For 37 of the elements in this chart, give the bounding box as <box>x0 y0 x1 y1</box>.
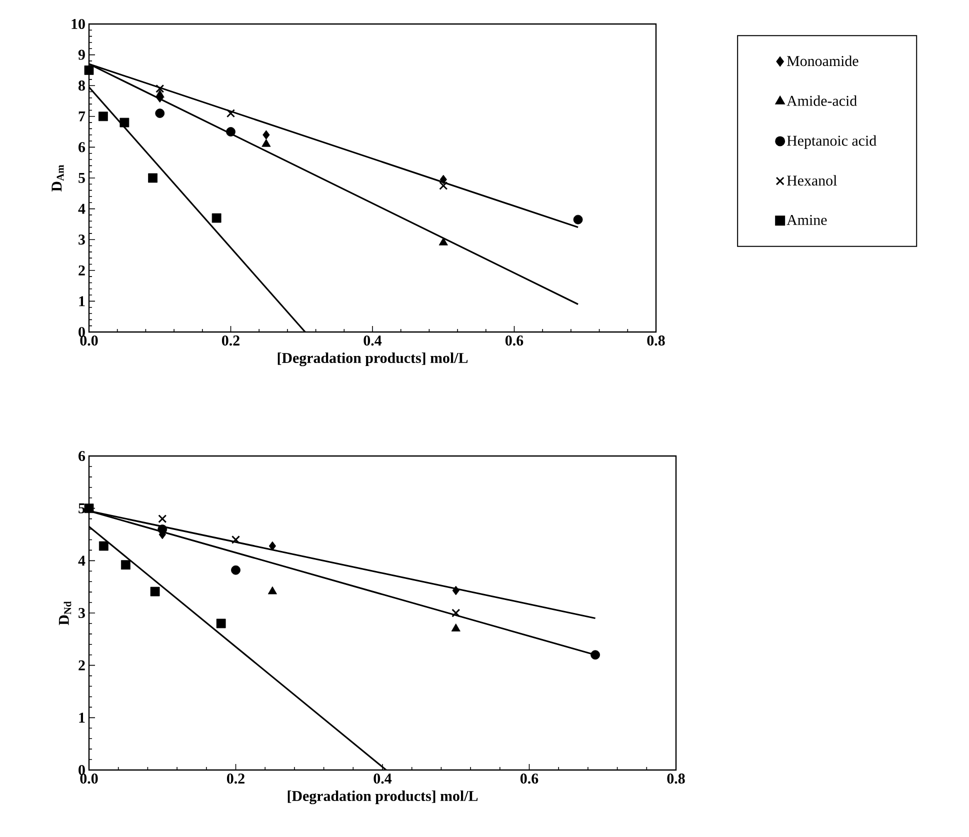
x-tick-label: 0.2 <box>222 336 240 346</box>
x-tick-label: 0.8 <box>667 774 685 784</box>
y-tick-label: 4 <box>78 204 86 214</box>
x-tick-label: 0.4 <box>364 336 382 346</box>
y-tick-label: 2 <box>78 265 85 276</box>
y-tick-label: 0 <box>78 326 85 338</box>
x-tick-label: 0.4 <box>374 774 392 784</box>
y-tick-label: 2 <box>78 660 85 670</box>
y-tick-label: 3 <box>78 234 85 245</box>
x-axis-title: [Degradation products] mol/L <box>278 352 468 366</box>
y-tick-label: 6 <box>78 450 86 462</box>
x-tick-label: 0.2 <box>226 774 244 784</box>
y-tick-label: 7 <box>78 112 86 122</box>
legend-label: Hexanol <box>787 175 837 186</box>
y-tick-label: 6 <box>78 142 86 152</box>
x-tick-label: 0.6 <box>520 774 538 784</box>
y-tick-label: 5 <box>78 173 85 183</box>
y-tick-label: 10 <box>72 18 85 30</box>
y-tick-label: 1 <box>79 712 85 723</box>
x-tick-label: 0.0 <box>80 336 98 346</box>
y-tick-label: 4 <box>78 556 86 566</box>
y-axis-title: D$_{Am}$ <box>52 164 64 192</box>
x-tick-label: 0.6 <box>505 336 524 346</box>
y-tick-label: 5 <box>78 503 85 514</box>
y-tick-label: 9 <box>78 50 85 60</box>
x-tick-label: 0.0 <box>80 774 98 784</box>
legend-label: Amide-acid <box>786 95 857 106</box>
y-tick-label: 1 <box>79 296 85 306</box>
x-axis-title: [Degradation products] mol/L <box>288 790 478 804</box>
x-tick-label: 0.8 <box>647 336 665 346</box>
y-tick-label: 8 <box>78 80 85 91</box>
y-axis-title: D$_{Nd}$ <box>58 601 72 626</box>
y-tick-label: 3 <box>78 608 85 618</box>
legend-label: Monoamide <box>787 56 858 66</box>
y-tick-label: 0 <box>78 764 85 776</box>
legend-label: Amine <box>786 214 827 225</box>
legend-label: Heptanoic acid <box>787 135 876 149</box>
